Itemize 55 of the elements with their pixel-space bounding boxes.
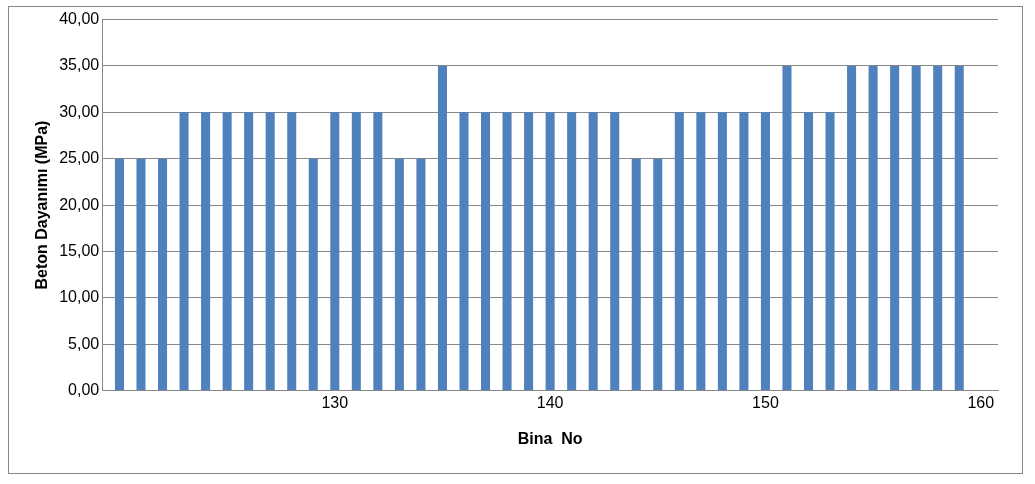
bar [739, 112, 749, 391]
bar [114, 158, 124, 391]
x-tick-label: 150 [752, 393, 779, 411]
bar [265, 112, 275, 391]
bar [351, 112, 361, 391]
x-tick-label: 140 [536, 393, 564, 411]
bar [674, 112, 684, 391]
bar [760, 112, 770, 391]
bar [308, 158, 318, 391]
y-tick-label: 15,00 [59, 241, 100, 259]
x-tick-label: 160 [967, 393, 995, 411]
bar [158, 158, 168, 391]
x-axis-title: Bina No [517, 429, 583, 447]
bar [696, 112, 706, 391]
bar [868, 65, 878, 391]
y-axis-title: Beton Dayanımı (MPa) [33, 120, 51, 290]
bar [201, 112, 211, 391]
bar [803, 112, 814, 391]
bar [847, 65, 857, 391]
x-tick-label: 130 [321, 393, 349, 411]
bar [954, 65, 964, 391]
y-tick-label: 25,00 [59, 149, 100, 167]
bar [653, 158, 663, 391]
bar [890, 65, 900, 391]
y-tick-label: 10,00 [59, 288, 100, 306]
bar [545, 112, 555, 391]
bar [610, 112, 620, 391]
y-tick-label: 30,00 [59, 102, 100, 120]
bar [631, 158, 641, 391]
bar [502, 112, 512, 391]
y-tick-label: 0,00 [68, 381, 100, 399]
y-tick-label: 40,00 [59, 10, 100, 28]
bar [287, 112, 297, 391]
bar [416, 158, 426, 391]
bar [373, 112, 383, 391]
bar [717, 112, 727, 391]
bar [524, 112, 534, 391]
bar [394, 158, 404, 391]
bar [179, 112, 189, 391]
bar [933, 65, 943, 391]
bar [481, 112, 491, 391]
bar [588, 112, 598, 391]
bar [330, 112, 340, 391]
bar [136, 158, 146, 391]
y-tick-label: 5,00 [68, 334, 100, 352]
bar [567, 112, 577, 391]
bar [244, 112, 254, 391]
y-tick-label: 35,00 [59, 56, 100, 74]
bar [437, 65, 447, 391]
bar [222, 112, 232, 391]
bar [459, 112, 469, 391]
bar [825, 112, 835, 391]
y-tick-label: 20,00 [59, 195, 100, 213]
bar [911, 65, 921, 391]
bar [782, 65, 792, 391]
